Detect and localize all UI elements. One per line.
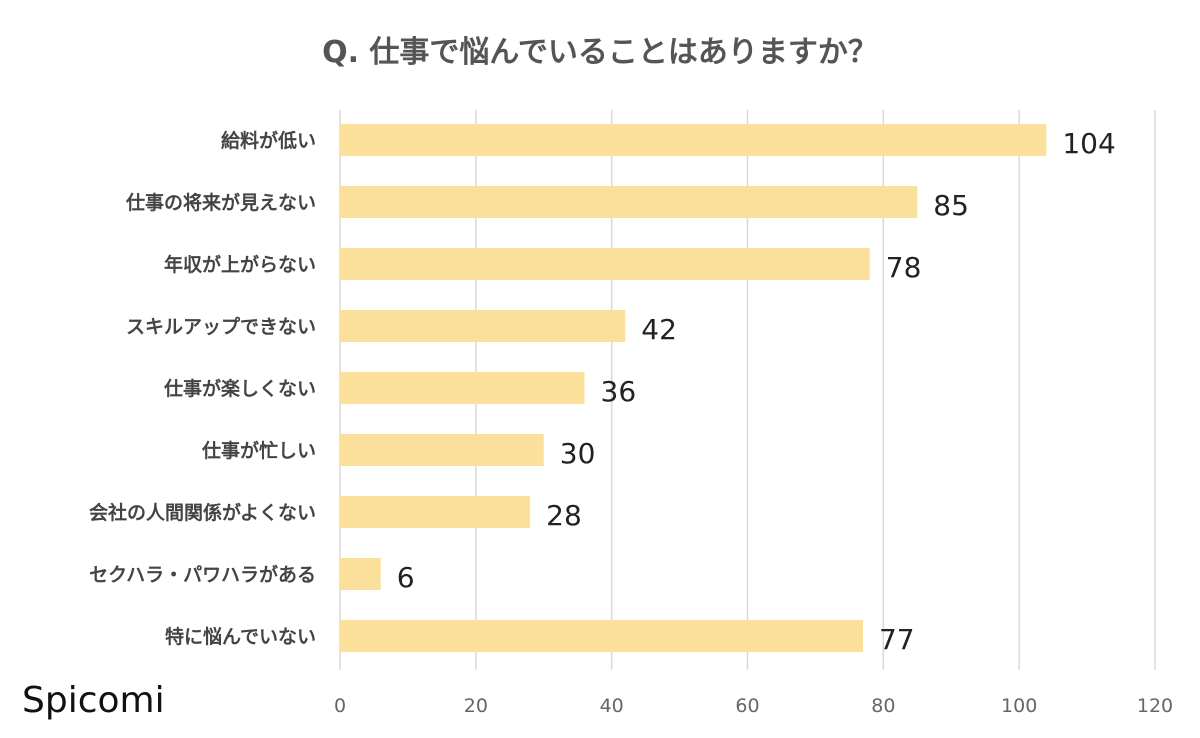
category-label: 年収が上がらない bbox=[164, 253, 316, 276]
value-label: 28 bbox=[546, 499, 582, 532]
value-label: 85 bbox=[933, 189, 969, 222]
x-tick-label: 80 bbox=[871, 695, 895, 717]
x-tick-label: 100 bbox=[1001, 695, 1037, 717]
x-tick-label: 60 bbox=[735, 695, 759, 717]
category-label: スキルアップできない bbox=[126, 315, 316, 338]
x-tick-label: 20 bbox=[464, 695, 488, 717]
value-label: 30 bbox=[560, 437, 596, 470]
category-label: 会社の人間関係がよくない bbox=[89, 501, 316, 524]
value-label: 104 bbox=[1062, 127, 1115, 160]
value-label: 6 bbox=[397, 561, 415, 594]
bar bbox=[340, 310, 626, 342]
value-label: 36 bbox=[601, 375, 637, 408]
category-label: 仕事が忙しい bbox=[201, 439, 316, 462]
bar bbox=[340, 620, 863, 652]
x-tick-label: 0 bbox=[334, 695, 346, 717]
category-label: 給料が低い bbox=[221, 129, 316, 152]
value-label: 42 bbox=[641, 313, 677, 346]
bar bbox=[340, 558, 381, 590]
value-label: 78 bbox=[886, 251, 922, 284]
x-tick-label: 40 bbox=[600, 695, 624, 717]
x-axis-ticks: 0 20 40 60 80 100 120 bbox=[334, 695, 1173, 717]
category-label: 特に悩んでいない bbox=[165, 625, 316, 648]
bar bbox=[340, 496, 531, 528]
bar bbox=[340, 248, 870, 280]
x-tick-label: 120 bbox=[1137, 695, 1173, 717]
category-label: 仕事の将来が見えない bbox=[125, 191, 316, 214]
bars bbox=[340, 124, 1047, 652]
category-label: 仕事が楽しくない bbox=[163, 377, 316, 400]
category-label: セクハラ・パワハラがある bbox=[89, 563, 316, 586]
category-labels: 給料が低い仕事の将来が見えない年収が上がらないスキルアップできない仕事が楽しくな… bbox=[89, 129, 316, 648]
bar bbox=[340, 124, 1047, 156]
value-label: 77 bbox=[879, 623, 915, 656]
bar bbox=[340, 372, 585, 404]
brand-logo: Spicomi bbox=[22, 680, 165, 721]
bar bbox=[340, 186, 918, 218]
chart-title: Q. 仕事で悩んでいることはありますか？ bbox=[322, 35, 878, 70]
bar bbox=[340, 434, 544, 466]
